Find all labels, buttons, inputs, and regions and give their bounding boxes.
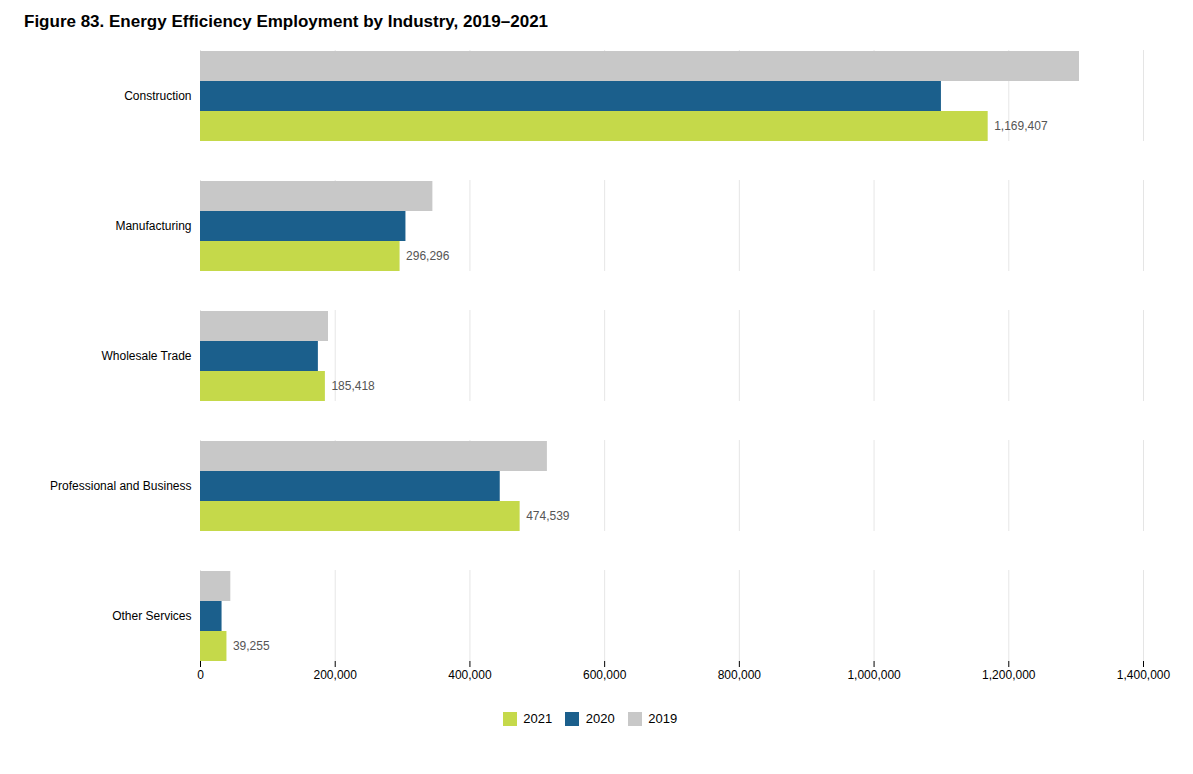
svg-text:200,000: 200,000 (314, 668, 358, 682)
svg-text:400,000: 400,000 (448, 668, 492, 682)
svg-text:1,400,000: 1,400,000 (1117, 668, 1171, 682)
svg-text:185,418: 185,418 (331, 379, 375, 393)
svg-text:296,296: 296,296 (406, 249, 450, 263)
svg-text:Construction: Construction (124, 89, 191, 103)
svg-text:0: 0 (197, 668, 204, 682)
svg-text:Professional and Business: Professional and Business (50, 479, 191, 493)
html-text:2020: 2020 (585, 711, 615, 726)
svg-text:39,255: 39,255 (233, 639, 270, 653)
svg-text:1,200,000: 1,200,000 (982, 668, 1036, 682)
svg-text:474,539: 474,539 (526, 509, 570, 523)
svg-text:Manufacturing: Manufacturing (115, 219, 191, 233)
svg-text:800,000: 800,000 (718, 668, 762, 682)
html-text:2021: 2021 (523, 711, 553, 726)
svg-text:1,000,000: 1,000,000 (847, 668, 901, 682)
svg-text:1,169,407: 1,169,407 (994, 119, 1048, 133)
html-text:2019: 2019 (648, 711, 678, 726)
html-text:Figure 83. Energy Efficiency E: Figure 83. Energy Efficiency Employment … (24, 12, 549, 31)
svg-text:Other Services: Other Services (112, 609, 191, 623)
svg-text:Wholesale Trade: Wholesale Trade (101, 349, 191, 363)
svg-text:600,000: 600,000 (583, 668, 627, 682)
